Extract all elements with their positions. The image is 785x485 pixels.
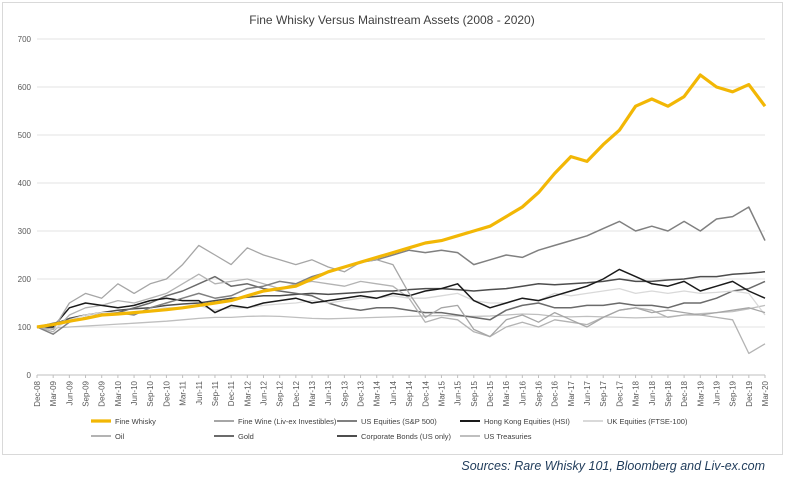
- x-tick-label: Mar-09: [49, 380, 58, 406]
- legend: Fine Whisky Fine Wine (Liv-ex Investibles…: [91, 417, 688, 441]
- chart-title: Fine Whisky Versus Mainstream Assets (20…: [249, 13, 534, 27]
- y-tick-label: 700: [18, 35, 32, 44]
- series-line-us-treasuries: [36, 304, 766, 329]
- x-tick-label: Dec-09: [98, 380, 107, 406]
- legend-label-uk-equities-ftse-100: UK Equities (FTSE-100): [607, 417, 688, 426]
- x-tick-label: Jun-14: [389, 380, 398, 405]
- y-tick-label: 200: [18, 275, 32, 284]
- y-tick-label: 300: [18, 227, 32, 236]
- legend-label-gold: Gold: [238, 432, 254, 441]
- series-line-us-equities-s-p-500: [36, 206, 766, 335]
- x-tick-label: Sep-15: [470, 380, 479, 406]
- x-tick-label: Mar-11: [179, 380, 188, 405]
- y-axis: 0 100 200 300 400 500 600 700: [18, 35, 32, 380]
- x-tick-label: Sep-11: [211, 380, 220, 406]
- x-tick-label: Jun-09: [65, 380, 74, 405]
- x-tick-label: Sep-16: [535, 380, 544, 406]
- y-tick-label: 400: [18, 179, 32, 188]
- series-lines: [36, 73, 767, 355]
- series-line-fine-whisky: [36, 73, 767, 329]
- x-tick-label: Jun-12: [259, 380, 268, 405]
- legend-label-fine-wine-liv-ex-investibles: Fine Wine (Liv-ex Investibles): [238, 417, 337, 426]
- x-tick-label: Mar-16: [502, 380, 511, 406]
- x-tick-label: Sep-09: [82, 380, 91, 406]
- x-tick-label: Dec-15: [486, 380, 495, 406]
- x-axis: Dec-08 Mar-09 Jun-09 Sep-09 Dec-09 Mar-10 Jun-…: [33, 375, 770, 407]
- y-tick-label: 100: [18, 323, 32, 332]
- x-tick-label: Mar-15: [437, 380, 446, 406]
- x-tick-label: Mar-10: [114, 380, 123, 406]
- chart-frame: Fine Whisky Versus Mainstream Assets (20…: [2, 2, 783, 455]
- x-tick-label: Mar-18: [632, 380, 641, 406]
- y-tick-label: 500: [18, 131, 32, 140]
- line-chart: Fine Whisky Versus Mainstream Assets (20…: [18, 13, 770, 441]
- series-line-oil: [36, 273, 766, 355]
- x-tick-label: Mar-13: [308, 380, 317, 406]
- x-tick-label: Jun-18: [648, 380, 657, 405]
- x-tick-label: Dec-08: [33, 380, 42, 406]
- series-line-corporate-bonds-us-only: [36, 271, 766, 328]
- series-line-hong-kong-equities-hsi: [37, 268, 766, 328]
- y-tick-label: 600: [18, 83, 32, 92]
- x-tick-label: Dec-18: [680, 380, 689, 406]
- x-tick-label: Mar-14: [373, 380, 382, 406]
- x-tick-label: Jun-17: [583, 380, 592, 405]
- x-tick-label: Sep-12: [276, 380, 285, 406]
- legend-label-hong-kong-equities-hsi: Hong Kong Equities (HSI): [484, 417, 570, 426]
- legend-label-fine-whisky: Fine Whisky: [115, 417, 156, 426]
- x-tick-label: Sep-14: [405, 380, 414, 406]
- x-tick-label: Dec-13: [357, 380, 366, 406]
- x-tick-label: Sep-10: [146, 380, 155, 406]
- x-tick-label: Dec-10: [162, 380, 171, 406]
- x-tick-label: Dec-14: [421, 380, 430, 406]
- x-tick-label: Sep-17: [599, 380, 608, 406]
- x-tick-label: Jun-19: [712, 380, 721, 405]
- x-tick-label: Jun-11: [195, 380, 204, 404]
- y-tick-label: 0: [27, 371, 32, 380]
- x-tick-label: Dec-16: [551, 380, 560, 406]
- x-tick-label: Sep-13: [340, 380, 349, 406]
- x-tick-label: Mar-19: [696, 380, 705, 406]
- x-tick-label: Dec-17: [615, 380, 624, 406]
- x-tick-label: Sep-19: [729, 380, 738, 406]
- x-tick-label: Jun-16: [518, 380, 527, 405]
- x-tick-label: Jun-13: [324, 380, 333, 405]
- legend-label-oil: Oil: [115, 432, 125, 441]
- x-tick-label: Dec-12: [292, 380, 301, 406]
- source-note: Sources: Rare Whisky 101, Bloomberg and …: [461, 459, 765, 473]
- x-tick-label: Mar-12: [243, 380, 252, 406]
- legend-label-us-treasuries: US Treasuries: [484, 432, 532, 441]
- x-tick-label: Dec-19: [745, 380, 754, 406]
- legend-label-corporate-bonds-us-only: Corporate Bonds (US only): [361, 432, 452, 441]
- x-tick-label: Sep-18: [664, 380, 673, 406]
- x-tick-label: Mar-17: [567, 380, 576, 406]
- series-line-fine-wine-liv-ex-investibles: [36, 244, 766, 338]
- x-tick-label: Mar-20: [761, 380, 770, 406]
- gridlines: [37, 38, 765, 376]
- legend-label-us-equities-s-p-500: US Equities (S&P 500): [361, 417, 437, 426]
- x-tick-label: Dec-11: [227, 380, 236, 406]
- x-tick-label: Jun-15: [454, 380, 463, 405]
- x-tick-label: Jun-10: [130, 380, 139, 405]
